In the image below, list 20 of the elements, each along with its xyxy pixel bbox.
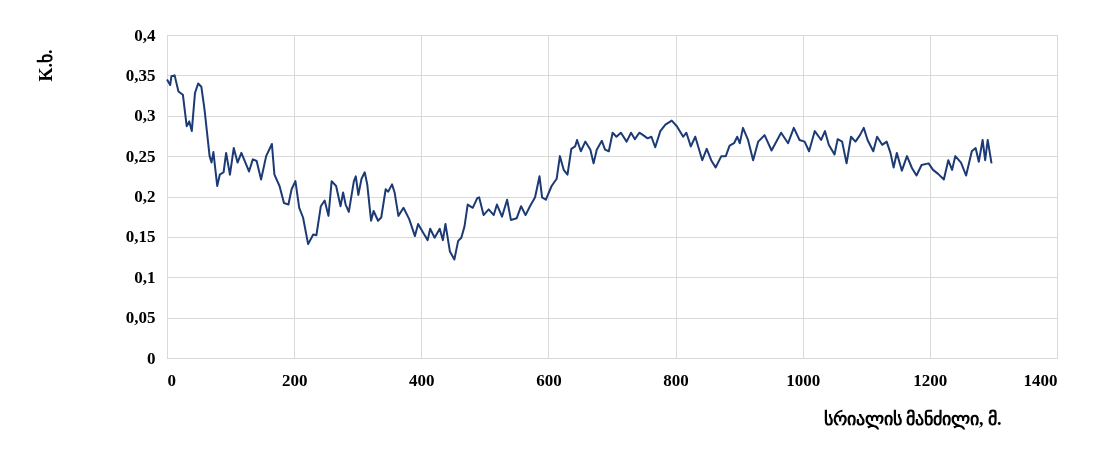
- y-tick-label: 0,2: [134, 187, 156, 206]
- y-tick-label: 0,1: [134, 267, 156, 287]
- y-tick-label: 0,35: [125, 65, 156, 85]
- line-series: [166, 74, 993, 261]
- y-tick-label: 0,25: [125, 146, 156, 166]
- x-tick-label: 0: [167, 370, 176, 390]
- x-tick-label: 1400: [1023, 370, 1058, 390]
- y-tick-label: 0,4: [134, 25, 156, 45]
- x-tick-label: 400: [409, 370, 435, 390]
- y-tick-label: 0,3: [134, 106, 156, 126]
- x-tick-label: 600: [536, 370, 562, 390]
- x-axis-title: სრიალის მანძილი, მ.: [823, 408, 1002, 430]
- y-tick-label: 0,15: [125, 227, 156, 247]
- x-tick-label: 200: [281, 370, 308, 390]
- x-tick-label: 1200: [913, 370, 948, 390]
- y-tick-label: 0,05: [125, 308, 156, 328]
- y-axis-title: K.ხ.: [35, 49, 56, 82]
- x-tick-label: 1000: [786, 370, 821, 390]
- x-tick-label: 800: [663, 370, 689, 390]
- y-tick-label: 0: [147, 348, 156, 368]
